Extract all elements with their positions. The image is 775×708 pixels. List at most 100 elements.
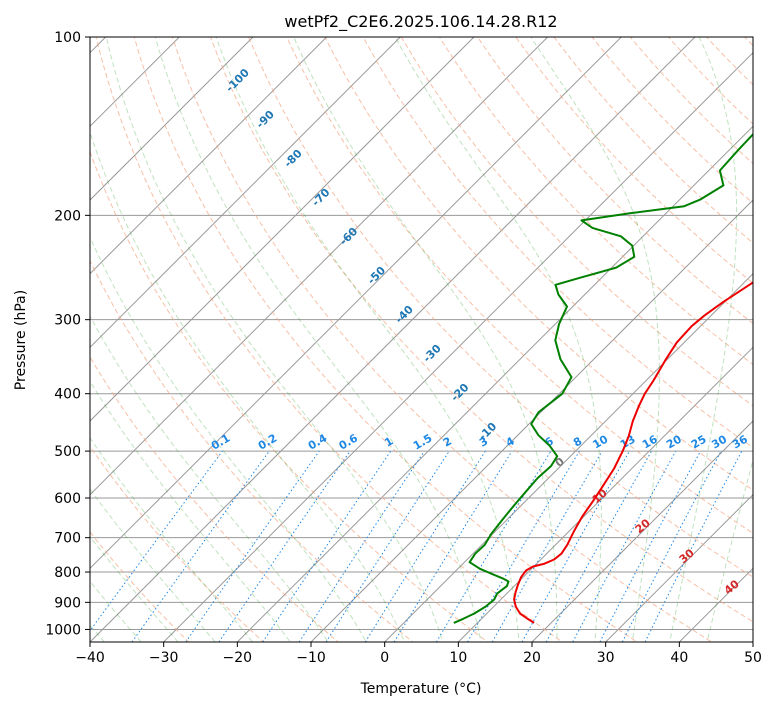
x-tick-label: −40	[75, 650, 105, 666]
isotherm-line	[90, 37, 328, 275]
moist-adiabat-label: -30	[421, 342, 444, 365]
dry-adiabat	[591, 37, 753, 204]
moist-adiabat	[215, 37, 520, 642]
isotherm-line	[90, 37, 254, 201]
mixing-ratio-line	[298, 450, 425, 642]
mixing-ratio-line	[364, 450, 486, 642]
dry-adiabat	[286, 37, 753, 534]
moist-adiabat	[90, 535, 179, 642]
moist-adiabat	[293, 37, 558, 642]
dry-adiabat	[90, 356, 340, 642]
isotherm-line	[162, 51, 753, 642]
mixing-ratio-line	[467, 450, 580, 642]
dewpoint-line	[453, 132, 753, 624]
plot-frame	[89, 36, 754, 643]
isotherm-line	[90, 37, 402, 349]
isotherm-line	[90, 37, 549, 496]
dry-adiabat	[362, 37, 753, 449]
isotherm-line	[90, 37, 623, 570]
isotherm-line	[752, 641, 753, 642]
mixing-ratio-line	[262, 450, 392, 642]
moist-adiabat	[669, 37, 738, 642]
mixing-ratio-label: 36	[730, 432, 750, 451]
x-tick-label: 0	[380, 650, 389, 666]
mixing-ratio-label: 25	[689, 433, 709, 452]
mixing-ratio-line	[393, 450, 513, 642]
mixing-ratio-line	[491, 450, 603, 642]
dry-adiabat	[248, 37, 753, 578]
mixing-ratio-line	[325, 450, 450, 642]
mixing-ratio-line	[521, 450, 630, 642]
dry-adiabat	[553, 37, 753, 244]
axes: −40 −30 −20 −10 0 10 20 30 40 50 100 200 300 400 500 60…	[45, 30, 762, 666]
moist-adiabat	[90, 314, 329, 642]
dry-adiabat	[90, 445, 265, 642]
dry-adiabat	[476, 37, 753, 325]
mixing-ratio-line	[572, 450, 677, 642]
wetbulb-label: 20	[633, 516, 653, 536]
mixing-ratio-label: 1	[382, 435, 395, 450]
moist-adiabat-label: -80	[282, 147, 305, 170]
y-tick-label: 900	[54, 595, 81, 611]
dry-adiabat	[756, 10, 775, 654]
mixing-ratio-line	[435, 450, 552, 642]
y-axis-label: Pressure (hPa)	[13, 290, 29, 390]
chart-title: wetPf2_C2E6.2025.106.14.28.R12	[284, 12, 557, 32]
moist-adiabat	[90, 488, 216, 642]
moist-adiabat	[530, 37, 660, 642]
moist-adiabat	[105, 37, 444, 642]
mixing-ratio-line	[599, 450, 701, 642]
dry-adiabat	[90, 150, 489, 642]
isotherm-line	[90, 37, 475, 422]
mixing-ratio-label: 1.5	[411, 432, 434, 453]
moist-adiabat	[90, 235, 367, 642]
moist-adiabat	[0, 10, 4, 654]
mixing-ratio-line	[185, 450, 320, 642]
x-tick-label: 50	[744, 650, 762, 666]
moist-adiabat	[90, 580, 142, 642]
isotherm-line	[604, 493, 753, 642]
x-tick-label: −20	[223, 650, 253, 666]
y-tick-label: 600	[54, 491, 81, 507]
dry-adiabat	[515, 37, 753, 284]
dry-adiabat	[90, 259, 414, 642]
profile-lines	[453, 132, 753, 624]
isotherm-line	[457, 346, 753, 642]
y-tick-label: 100	[54, 30, 81, 46]
x-tick-label: −10	[296, 650, 326, 666]
moist-adiabat	[90, 380, 291, 642]
moist-adiabat-label: -20	[448, 381, 471, 404]
y-tick-label: 400	[54, 387, 81, 403]
background-lines	[0, 10, 775, 654]
mixing-ratio-line	[90, 450, 223, 632]
y-tick-label: 300	[54, 313, 81, 329]
moist-adiabat-label: -70	[309, 186, 332, 209]
moist-adiabat	[706, 457, 753, 642]
moist-adiabat	[154, 37, 482, 642]
dry-adiabat	[705, 37, 753, 86]
dry-adiabat	[95, 37, 564, 642]
temperature-line	[513, 281, 753, 624]
moist-adiabat-label: -40	[393, 303, 416, 326]
mixing-ratio-label: 20	[664, 432, 684, 451]
isotherm-line	[0, 10, 59, 654]
mixing-ratio-label: 30	[709, 432, 729, 451]
x-axis-label: Temperature (°C)	[360, 681, 482, 697]
mixing-ratio-line	[131, 450, 270, 642]
x-tick-label: 30	[597, 650, 615, 666]
dry-adiabat	[133, 37, 638, 642]
moist-adiabat	[90, 436, 254, 642]
isotherm-line	[236, 125, 753, 642]
mixing-ratio-label: 8	[571, 435, 584, 450]
wetbulb-label: 40	[722, 577, 742, 597]
moist-adiabat-label: -50	[365, 264, 388, 287]
mixing-ratio-line	[218, 450, 351, 642]
y-tick-label: 200	[54, 208, 81, 224]
isotherm-line	[90, 37, 181, 128]
moist-adiabat	[394, 37, 602, 642]
isotherm-line	[310, 199, 753, 642]
mixing-ratio-line	[545, 450, 653, 642]
y-tick-label: 800	[54, 565, 81, 581]
y-tick-label: 700	[54, 531, 81, 547]
